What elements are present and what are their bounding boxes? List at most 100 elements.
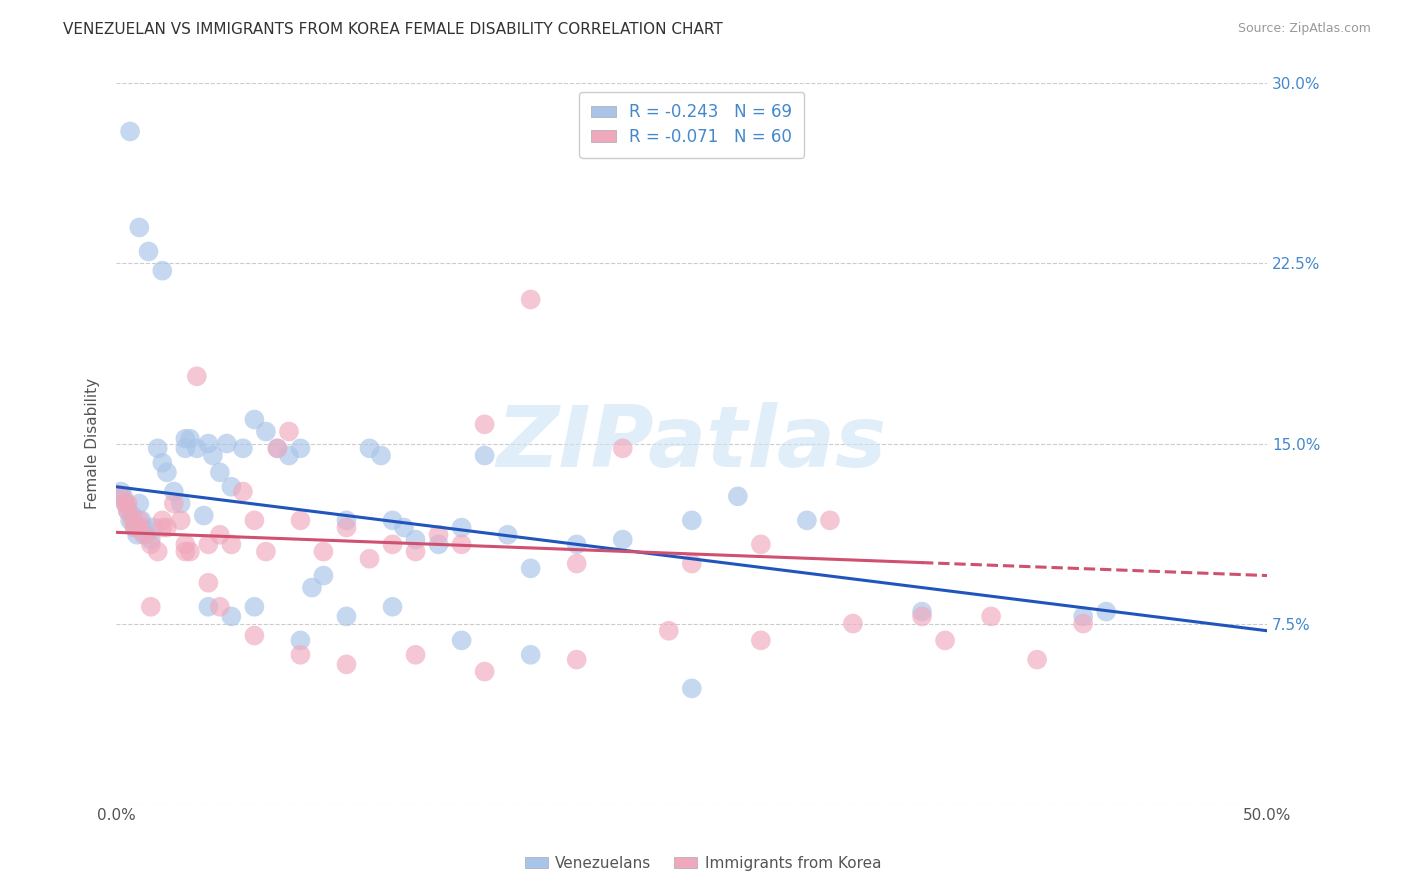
Point [170,513,193,527]
Point [290,633,312,648]
Point [197,599,219,614]
Legend: R = -0.243   N = 69, R = -0.071   N = 60: R = -0.243 N = 69, R = -0.071 N = 60 [579,92,804,158]
Point [120,513,142,527]
Point [450,633,472,648]
Point [174,537,197,551]
Point [818,513,841,527]
Point [405,544,427,558]
Text: Source: ZipAtlas.com: Source: ZipAtlas.com [1237,22,1371,36]
Point [121,508,143,523]
Point [221,609,243,624]
Point [208,466,231,480]
Point [208,527,231,541]
Point [150,456,173,470]
Point [934,633,956,648]
Point [565,557,588,571]
Point [749,537,772,551]
Point [243,513,266,527]
Point [381,513,404,527]
Point [796,513,818,527]
Point [1095,605,1118,619]
Point [474,449,496,463]
Point [911,609,934,624]
Point [277,425,299,439]
Point [156,466,179,480]
Point [128,220,150,235]
Point [117,497,139,511]
Point [170,497,193,511]
Point [197,537,219,551]
Point [519,293,541,307]
Point [110,484,132,499]
Legend: Venezuelans, Immigrants from Korea: Venezuelans, Immigrants from Korea [519,850,887,877]
Point [150,263,173,277]
Point [131,513,153,527]
Point [117,504,139,518]
Point [243,629,266,643]
Point [221,480,243,494]
Point [312,568,335,582]
Point [139,533,162,547]
Point [266,442,288,456]
Point [132,520,155,534]
Point [842,616,865,631]
Point [290,513,312,527]
Text: VENEZUELAN VS IMMIGRANTS FROM KOREA FEMALE DISABILITY CORRELATION CHART: VENEZUELAN VS IMMIGRANTS FROM KOREA FEMA… [63,22,723,37]
Point [156,520,179,534]
Point [254,544,277,558]
Point [496,527,519,541]
Point [232,442,254,456]
Point [381,537,404,551]
Point [120,124,142,138]
Point [370,449,392,463]
Point [146,544,169,558]
Point [163,484,186,499]
Point [980,609,1002,624]
Point [335,609,357,624]
Point [179,544,201,558]
Point [335,657,357,672]
Point [128,520,150,534]
Point [138,244,160,259]
Point [266,442,288,456]
Point [277,449,299,463]
Point [110,489,132,503]
Point [290,648,312,662]
Point [117,504,139,518]
Point [335,513,357,527]
Point [1071,609,1094,624]
Point [405,533,427,547]
Point [405,648,427,662]
Point [612,442,634,456]
Point [749,633,772,648]
Point [193,508,215,523]
Point [150,520,173,534]
Point [215,436,238,450]
Point [174,544,197,558]
Point [179,432,201,446]
Point [727,489,749,503]
Point [142,520,165,534]
Point [163,497,186,511]
Point [174,442,197,456]
Point [681,513,703,527]
Point [128,513,150,527]
Point [565,652,588,666]
Point [150,513,173,527]
Point [208,599,231,614]
Point [254,425,277,439]
Point [565,537,588,551]
Point [474,417,496,432]
Point [135,527,157,541]
Point [301,581,323,595]
Point [128,497,150,511]
Point [450,537,472,551]
Point [681,681,703,696]
Text: ZIPatlas: ZIPatlas [496,402,887,485]
Point [232,484,254,499]
Point [427,527,450,541]
Point [221,537,243,551]
Point [114,497,136,511]
Point [359,442,381,456]
Point [381,599,404,614]
